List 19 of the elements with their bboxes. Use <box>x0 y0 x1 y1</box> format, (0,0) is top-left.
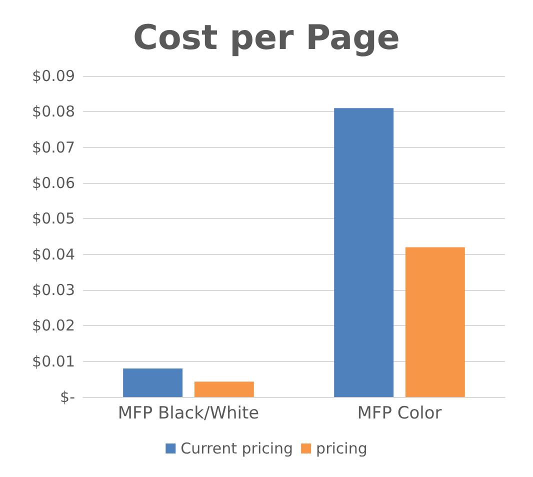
legend-label: Current pricing <box>180 440 294 458</box>
y-tick-label: $0.09 <box>32 67 75 85</box>
y-tick-label: $0.05 <box>32 210 75 228</box>
y-tick-label: $0.07 <box>32 138 75 156</box>
y-tick-label: $0.03 <box>32 281 75 299</box>
y-tick-label: $0.08 <box>32 102 75 121</box>
legend-label: pricing <box>316 440 368 458</box>
x-tick-label: MFP Color <box>357 404 442 424</box>
bar <box>334 108 394 397</box>
bar <box>123 368 183 397</box>
y-tick-label: $0.06 <box>32 174 75 192</box>
chart-title: Cost per Page <box>133 18 400 58</box>
bar <box>194 382 254 397</box>
y-tick-label: $0.04 <box>32 245 75 264</box>
y-tick-label: $0.02 <box>32 316 75 335</box>
y-tick-label: $0.01 <box>32 352 75 370</box>
bar <box>405 247 465 397</box>
x-tick-label: MFP Black/White <box>118 404 260 424</box>
y-tick-label: $- <box>60 388 75 406</box>
